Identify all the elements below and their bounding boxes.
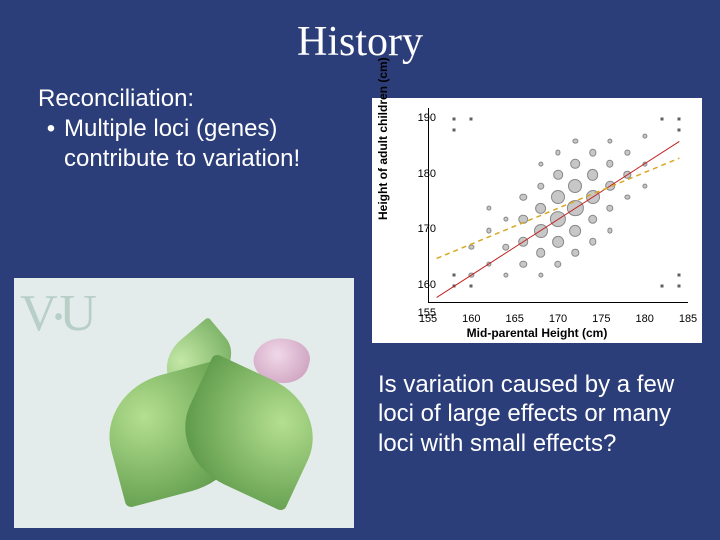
x-tick-label: 160 (462, 313, 480, 325)
plant-illustration (69, 313, 329, 523)
text-block: Reconciliation: • Multiple loci (genes) … (38, 84, 368, 174)
x-tick-label: 180 (635, 313, 653, 325)
trend-lines (428, 108, 688, 303)
plant-photo: V•U (14, 278, 354, 528)
y-tick-label: 170 (418, 223, 436, 235)
x-tick-label: 185 (679, 313, 697, 325)
caption-text: Is variation caused by a few loci of lar… (378, 370, 698, 458)
bullet-marker: • (38, 114, 64, 144)
x-tick-label: 175 (592, 313, 610, 325)
subheading: Reconciliation: (38, 84, 368, 114)
chart-x-label: Mid-parental Height (cm) (372, 326, 702, 340)
y-tick-label: 160 (418, 279, 436, 291)
watermark-left: V (20, 285, 54, 342)
slide-title: History (0, 0, 720, 66)
chart-y-label: Height of adult children (cm) (376, 57, 390, 220)
bullet-1: • Multiple loci (genes) (38, 114, 368, 144)
x-tick-label: 155 (419, 313, 437, 325)
x-tick-label: 170 (549, 313, 567, 325)
y-tick-label: 190 (418, 112, 436, 124)
bullet-1-line2: contribute to variation! (38, 144, 368, 174)
y-tick-label: 180 (418, 168, 436, 180)
x-tick-label: 165 (505, 313, 523, 325)
chart-plot-area (428, 108, 688, 303)
bullet-1-line1: Multiple loci (genes) (64, 114, 368, 144)
scatter-chart: Height of adult children (cm) Mid-parent… (372, 98, 702, 343)
